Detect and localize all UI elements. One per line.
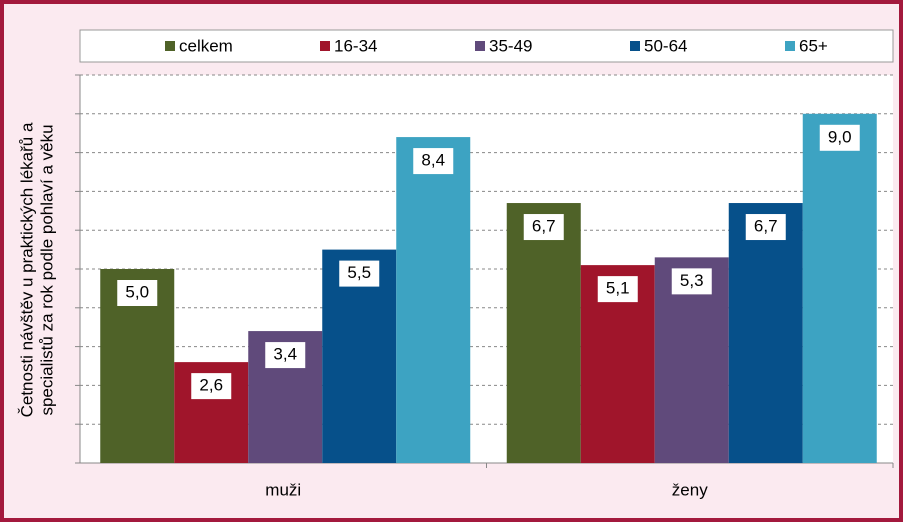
legend-swatch (475, 41, 485, 51)
value-label: 6,7 (754, 217, 778, 236)
value-label-box (117, 280, 158, 306)
value-label-box (413, 148, 454, 175)
y-axis-title: Četnosti návštěv u praktických lékařů a … (17, 122, 56, 417)
legend-swatch (165, 41, 175, 51)
value-label-box (819, 124, 860, 151)
value-label: 2,6 (199, 376, 223, 395)
bar (728, 203, 803, 464)
legend-box (79, 29, 894, 63)
value-label-box (597, 276, 638, 303)
value-label: 5,0 (125, 282, 149, 301)
value-label-box (191, 373, 232, 400)
legend-label: 65+ (799, 36, 828, 55)
value-label: 5,1 (606, 279, 630, 298)
y-axis-title-line: Četnosti návštěv u praktických lékařů a (17, 122, 36, 417)
value-label: 8,4 (421, 151, 445, 170)
value-label: 5,5 (347, 263, 371, 282)
bar (802, 113, 877, 464)
value-label-box (523, 214, 564, 241)
x-tick-label: muži (265, 480, 301, 499)
legend-swatch (630, 41, 640, 51)
value-label: 6,7 (532, 217, 556, 236)
bar (506, 203, 581, 464)
x-tick-label: ženy (672, 480, 708, 499)
value-label-box (265, 342, 306, 369)
value-label-box (745, 214, 786, 241)
y-axis-title-line: specialistů za rok podle pohlaví a věku (37, 124, 56, 415)
legend-label: celkem (179, 36, 233, 55)
legend-label: 16-34 (334, 36, 377, 55)
legend-label: 50-64 (644, 36, 687, 55)
value-label: 5,3 (680, 271, 704, 290)
value-label: 9,0 (828, 127, 852, 146)
bar (396, 137, 471, 463)
legend-label: 35-49 (489, 36, 532, 55)
legend-swatch (320, 41, 330, 51)
legend-swatch (785, 41, 795, 51)
value-label-box (671, 268, 712, 295)
value-label-box (339, 260, 380, 287)
value-label: 3,4 (273, 345, 297, 364)
